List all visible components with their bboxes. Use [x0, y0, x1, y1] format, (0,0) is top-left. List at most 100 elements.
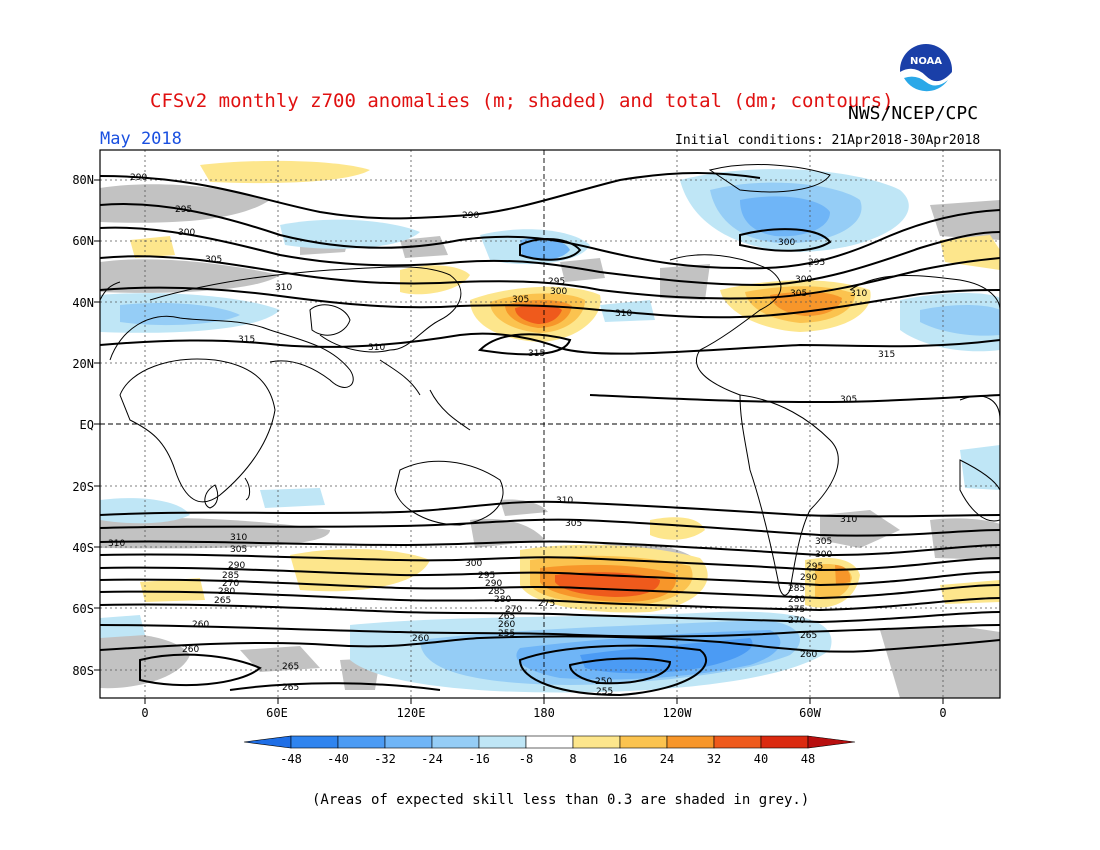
contour-label: 315: [238, 335, 255, 345]
colorbar-swatch: [478, 735, 527, 749]
colorbar-swatch: [666, 735, 715, 749]
contour-label: 300: [465, 559, 482, 569]
colorbar-label: 24: [659, 752, 675, 766]
colorbar-label: -16: [468, 752, 490, 766]
lon-label: 120E: [396, 706, 426, 720]
contour-label: 250: [595, 677, 612, 687]
colorbar-swatch: [713, 735, 762, 749]
noaa-logo: NOAA: [896, 42, 956, 102]
contour-label: 315: [878, 350, 895, 360]
contour-label: 310: [840, 515, 857, 525]
contour-label: 260: [182, 645, 199, 655]
colorbar-label: -32: [374, 752, 396, 766]
contour-label: 275: [538, 599, 555, 609]
contour-label: 285: [788, 584, 805, 594]
height-contours: [100, 172, 1000, 697]
contour-label: 300: [778, 238, 795, 248]
initial-conditions: Initial conditions: 21Apr2018-30Apr2018: [675, 133, 981, 148]
contour-label: 310: [368, 343, 385, 353]
colorbar-label: -8: [518, 752, 534, 766]
colorbar-swatch: [384, 735, 433, 749]
contour-label: 310: [275, 283, 292, 293]
contour-label: 305: [230, 545, 247, 555]
contour-label: 300: [178, 228, 195, 238]
contour-label: 310: [230, 533, 247, 543]
lat-label: EQ: [79, 418, 94, 432]
contour-label: 310: [108, 539, 125, 549]
contour-label: 265: [214, 596, 231, 606]
contour-label: 260: [192, 620, 209, 630]
contour-label: 305: [205, 255, 222, 265]
contour-label: 295: [175, 205, 192, 215]
contour-label: 290: [800, 573, 817, 583]
contour-label: 260: [498, 620, 515, 630]
contour-label: 310: [556, 496, 573, 506]
lat-label: 40S: [72, 541, 94, 555]
contour-label: 265: [282, 683, 299, 693]
lat-label: 60N: [72, 234, 94, 248]
colorbar-label: -24: [421, 752, 443, 766]
contour-label: 295: [806, 562, 823, 572]
contour-label: 285: [488, 587, 505, 597]
contour-label: 305: [840, 395, 857, 405]
contour-label: 310: [850, 289, 867, 299]
negative-anomalies: [100, 169, 1000, 693]
contour-label: 275: [788, 605, 805, 615]
colorbar-label: 32: [706, 752, 722, 766]
lon-label: 60E: [266, 706, 288, 720]
lat-label: 80N: [72, 173, 94, 187]
contour-label: 300: [550, 287, 567, 297]
lat-label: 80S: [72, 664, 94, 678]
colorbar-arrow-low: [243, 735, 292, 749]
colorbar-label: 48: [800, 752, 816, 766]
colorbar-swatch: [290, 735, 339, 749]
contour-label: 305: [815, 537, 832, 547]
lat-label: 60S: [72, 602, 94, 616]
contour-label: 300: [795, 275, 812, 285]
colorbar-label: 40: [753, 752, 769, 766]
colorbar-swatch: [760, 735, 809, 749]
contour-label: 260: [800, 650, 817, 660]
contour-label: 270: [222, 579, 239, 589]
contour-label: 290: [228, 561, 245, 571]
colorbar-swatch: [525, 735, 574, 749]
colorbar-swatch: [619, 735, 668, 749]
contour-label: 255: [498, 629, 515, 639]
contour-label: 295: [808, 258, 825, 268]
colorbar-swatch: [572, 735, 621, 749]
contour-label: 295: [478, 571, 495, 581]
contour-label: 305: [790, 289, 807, 299]
lon-label: 60W: [799, 706, 821, 720]
lon-label: 0: [939, 706, 947, 720]
colorbar-arrow-high: [807, 735, 856, 749]
lat-label: 40N: [72, 296, 94, 310]
skill-footnote: (Areas of expected skill less than 0.3 a…: [312, 792, 810, 808]
lon-label: 120W: [662, 706, 692, 720]
contour-label: 300: [815, 550, 832, 560]
lon-label: 180: [533, 706, 555, 720]
contour-label: 265: [800, 631, 817, 641]
forecast-month: May 2018: [100, 129, 182, 149]
colorbar-swatch: [431, 735, 480, 749]
lon-label: 0: [141, 706, 149, 720]
chart-title: CFSv2 monthly z700 anomalies (m; shaded)…: [150, 90, 894, 112]
contour-label: 270: [505, 605, 522, 615]
contour-label: 290: [485, 579, 502, 589]
contour-label: 290: [462, 211, 479, 221]
colorbar-label: 16: [612, 752, 628, 766]
contour-label: 310: [615, 309, 632, 319]
contour-label: 270: [788, 616, 805, 626]
contour-label: 280: [788, 595, 805, 605]
contour-value-labels: 290 295 300 305 310 315 300 305 310 315 …: [108, 173, 895, 697]
colorbar-label: -40: [327, 752, 349, 766]
colorbar-swatch: [337, 735, 386, 749]
colorbar-label: -48: [280, 752, 302, 766]
contour-label: 290: [130, 173, 147, 183]
lat-label: 20N: [72, 357, 94, 371]
contour-label: 285: [222, 571, 239, 581]
noaa-logo-text: NOAA: [910, 56, 942, 67]
contour-label: 315: [528, 349, 545, 359]
contour-label: 305: [512, 295, 529, 305]
contour-label: 265: [498, 612, 515, 622]
